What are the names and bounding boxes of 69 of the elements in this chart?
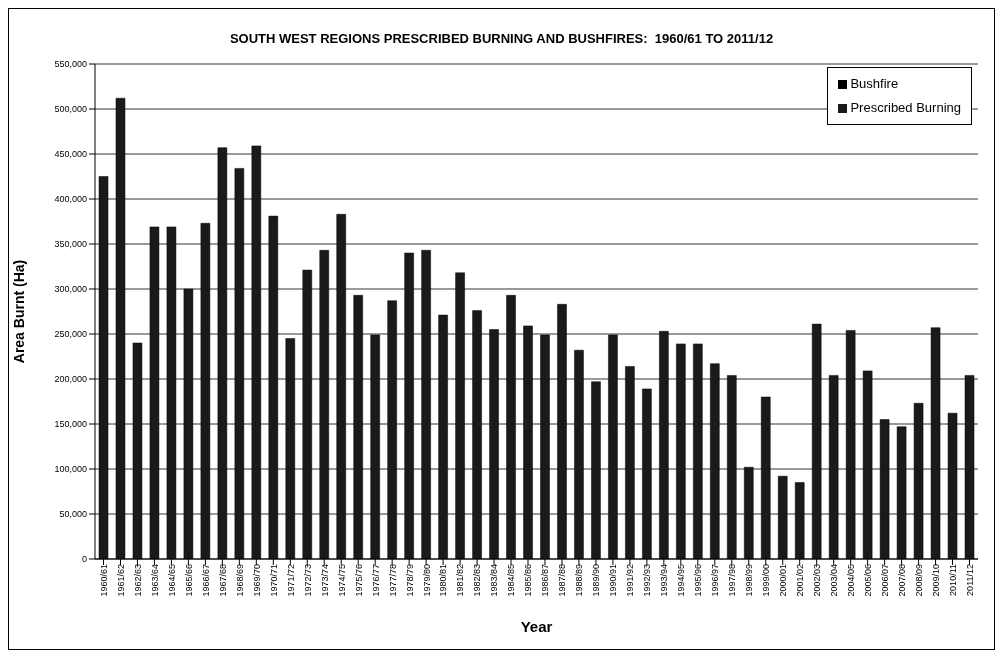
y-tick-label: 200,000: [54, 374, 87, 385]
x-tick-label: 1979/80: [421, 564, 432, 597]
x-tick-label: 1989/90: [591, 564, 602, 597]
y-tick-label: 100,000: [54, 464, 87, 475]
x-tick-label: 1997/98: [727, 564, 738, 597]
y-tick-label: 500,000: [54, 104, 87, 115]
y-tick-label: 300,000: [54, 284, 87, 295]
x-tick-label: 1961/62: [115, 564, 126, 597]
x-tick-label: 1994/95: [676, 564, 687, 597]
x-tick-label: 1981/82: [455, 564, 466, 597]
x-tick-label: 2004/05: [846, 564, 857, 597]
x-tick-label: 1977/78: [387, 564, 398, 597]
x-tick-label: 2000/01: [778, 564, 789, 597]
x-tick-label: 1967/68: [217, 564, 228, 597]
x-tick-label: 1966/67: [200, 564, 211, 597]
y-tick-label: 250,000: [54, 329, 87, 340]
x-tick-label: 1988/89: [574, 564, 585, 597]
x-tick-label: 1982/83: [472, 564, 483, 597]
x-tick-label: 1996/97: [710, 564, 721, 597]
x-tick-label: 1993/94: [659, 564, 670, 597]
x-tick-label: 1990/91: [608, 564, 619, 597]
x-tick-label: 1964/65: [166, 564, 177, 597]
x-tick-label: 1969/70: [251, 564, 262, 597]
x-tick-label: 1980/81: [438, 564, 449, 597]
x-tick-label: 2007/08: [896, 564, 907, 597]
x-tick-label: 1971/72: [285, 564, 296, 597]
y-tick-label: 550,000: [54, 59, 87, 70]
x-tick-label: 1983/84: [489, 564, 500, 597]
chart-title: SOUTH WEST REGIONS PRESCRIBED BURNING AND BUSHFIRES: 1960/61 TO 2011/12: [228, 31, 775, 46]
x-tick-label: 1974/75: [336, 564, 347, 597]
x-tick-label: 2010/11: [947, 564, 958, 596]
x-tick-label: 1985/86: [523, 564, 534, 597]
x-tick-label: 2001/02: [795, 564, 806, 597]
x-tick-label: 1963/64: [149, 564, 160, 597]
x-tick-label: 1999/00: [761, 564, 772, 597]
x-axis-title: Year: [520, 618, 553, 635]
x-tick-label: 1965/66: [183, 564, 194, 597]
x-tick-label: 1960/61: [98, 564, 109, 597]
legend-label: Prescribed Burning: [850, 99, 961, 117]
x-tick-label: 2011/12: [964, 564, 975, 596]
y-tick-label: 50,000: [59, 509, 87, 520]
x-tick-label: 1970/71: [268, 564, 279, 597]
x-tick-label: 1978/79: [404, 564, 415, 597]
x-tick-label: 2008/09: [913, 564, 924, 597]
y-tick-label: 0: [81, 554, 87, 565]
x-tick-label: 1976/77: [370, 564, 381, 597]
x-tick-label: 2003/04: [829, 564, 840, 597]
x-tick-label: 1986/87: [540, 564, 551, 597]
x-tick-label: 1992/93: [642, 564, 653, 597]
x-tick-label: 1984/85: [506, 564, 517, 597]
x-tick-label: 2009/10: [930, 564, 941, 597]
x-tick-label: 1991/92: [625, 564, 636, 597]
y-tick-label: 450,000: [54, 149, 87, 160]
x-tick-label: 1968/69: [234, 564, 245, 597]
x-tick-label: 1975/76: [353, 564, 364, 597]
x-tick-label: 1987/88: [557, 564, 568, 597]
x-tick-label: 1972/73: [302, 564, 313, 597]
y-tick-label: 150,000: [54, 419, 87, 430]
x-tick-label: 2002/03: [812, 564, 823, 597]
y-tick-label: 350,000: [54, 239, 87, 250]
x-tick-label: 1973/74: [319, 564, 330, 597]
x-tick-label: 2005/06: [863, 564, 874, 597]
x-tick-label: 1998/99: [744, 564, 755, 597]
y-tick-label: 400,000: [54, 194, 87, 205]
x-tick-label: 2006/07: [880, 564, 890, 597]
legend-label: Bushfire: [850, 75, 899, 93]
x-tick-label: 1995/96: [693, 564, 704, 597]
y-axis-title: Area Burnt (Ha): [10, 259, 27, 364]
x-tick-label: 1962/63: [132, 564, 143, 597]
